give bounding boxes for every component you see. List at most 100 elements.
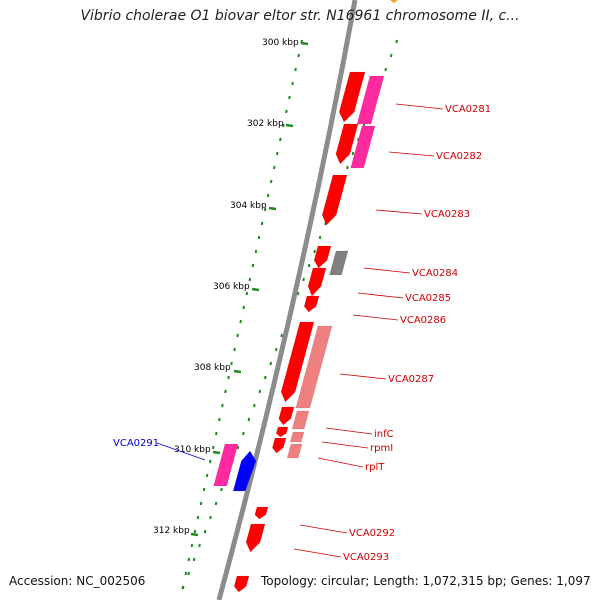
vca0281-pair-gene-feature[interactable] [356, 75, 385, 125]
tick-dot [318, 235, 322, 240]
kbp-tick [190, 532, 199, 537]
tick-dot [208, 459, 212, 464]
vca0291-gene-feature[interactable] [213, 443, 239, 487]
rplt-gene-feature[interactable] [272, 437, 287, 454]
vca0287-gene-feature[interactable] [280, 321, 315, 403]
tick-dot [274, 347, 278, 352]
map-title: Vibrio cholerae O1 biovar eltor str. N16… [80, 8, 520, 24]
gene-label-vca0283[interactable]: VCA0283 [424, 209, 470, 220]
bottom-partial-gene-feature[interactable] [233, 575, 250, 593]
tick-dot [276, 151, 279, 156]
tick-dot [239, 319, 242, 324]
tick-dot [288, 95, 291, 100]
label-leader-line [375, 209, 423, 215]
vca0287-pair-gene-feature[interactable] [295, 325, 333, 409]
tick-dot [227, 375, 230, 380]
tick-dot [247, 417, 251, 422]
vca0292-gene-feature[interactable] [254, 506, 269, 520]
tick-dot [307, 263, 311, 268]
tick-dot [205, 473, 209, 478]
tick-dot [346, 165, 349, 170]
vca0284-pair-gene-feature[interactable] [329, 250, 349, 276]
tick-dot [279, 137, 282, 142]
kbp-tick [212, 450, 221, 455]
label-leader-line [293, 548, 342, 558]
rpmi-gene-feature[interactable] [275, 426, 289, 438]
tick-dot [187, 557, 191, 562]
tick-dot [221, 403, 224, 408]
accession-text: Accession: NC_002506 [9, 574, 146, 588]
tick-dot [395, 39, 398, 44]
infc-pair-gene-feature[interactable] [291, 410, 310, 430]
tick-dot [285, 109, 288, 114]
tick-dot [190, 543, 194, 548]
tick-dot [245, 291, 249, 296]
kbp-tick [300, 41, 309, 46]
label-leader-line [363, 267, 411, 274]
kbp-tick [251, 287, 260, 292]
vca0282-gene-feature[interactable] [335, 123, 359, 165]
gene-label-rpmi[interactable]: rpmI [370, 443, 393, 454]
tick-dot [313, 249, 316, 254]
label-leader-line [357, 292, 404, 299]
kbp-label: 312 kbp [153, 526, 190, 536]
label-leader-line [325, 427, 373, 435]
gene-label-vca0282[interactable]: VCA0282 [436, 151, 482, 162]
tick-dot [257, 235, 261, 240]
vca0285-gene-feature[interactable] [307, 267, 327, 297]
vca0286-gene-feature[interactable] [303, 295, 320, 313]
tick-dot [181, 585, 185, 590]
topology-stats-text: Topology: circular; Length: 1,072,315 bp… [261, 574, 591, 588]
tick-dot [215, 431, 218, 436]
gene-label-vca0286[interactable]: VCA0286 [400, 315, 446, 326]
orange-marker [390, 0, 398, 3]
tick-dot [248, 277, 252, 282]
tick-dot [266, 193, 270, 198]
label-leader-line [299, 524, 348, 534]
chromosome-backbone [216, 0, 358, 601]
tick-dot [233, 347, 236, 352]
tick-dot [302, 277, 305, 282]
gene-label-vca0284[interactable]: VCA0284 [412, 268, 458, 279]
infc-gene-feature[interactable] [278, 406, 295, 426]
gene-labels: VCA0281 VCA0282 VCA0283 VCA0284 VCA0285 VCA02… [113, 103, 491, 563]
tick-dot [193, 529, 197, 534]
gene-label-infc[interactable]: infC [374, 429, 394, 440]
vca0281-gene-feature[interactable] [338, 71, 366, 123]
kbp-tick [285, 123, 294, 128]
tick-dot [258, 389, 262, 394]
gene-label-vca0281[interactable]: VCA0281 [445, 104, 491, 115]
rplt-pair-gene-feature[interactable] [286, 443, 303, 459]
kbp-tick [268, 206, 277, 211]
kbp-label: 310 kbp [174, 445, 211, 455]
tick-dot [236, 333, 239, 338]
tick-dot [187, 571, 190, 576]
gene-label-vca0293[interactable]: VCA0293 [343, 552, 389, 563]
vca0284-gene-feature[interactable] [313, 245, 332, 269]
tick-dot [218, 417, 221, 422]
tick-dot [384, 67, 388, 72]
kbp-label: 304 kbp [230, 201, 267, 211]
gene-label-vca0292[interactable]: VCA0292 [349, 528, 395, 539]
vca0283-gene-feature[interactable] [321, 174, 348, 226]
tick-dot [251, 263, 255, 268]
tick-dot [196, 515, 200, 520]
tick-dot [253, 403, 256, 408]
gene-label-vca0291[interactable]: VCA0291 [113, 438, 159, 449]
tick-dot [209, 515, 212, 520]
vca0293-gene-feature[interactable] [245, 523, 266, 553]
tick-dot [272, 165, 276, 170]
vca0282-pair-gene-feature[interactable] [350, 125, 376, 169]
tick-dot [294, 67, 297, 72]
tick-dot [214, 501, 218, 506]
tick-dot [230, 361, 233, 366]
tick-dot [297, 53, 300, 58]
gene-label-rplt[interactable]: rplT [365, 462, 385, 473]
gene-label-vca0285[interactable]: VCA0285 [405, 293, 451, 304]
tick-dot [236, 445, 240, 450]
vca0291-pair-gene-feature[interactable] [232, 450, 257, 492]
gene-label-vca0287[interactable]: VCA0287 [388, 374, 434, 385]
rpmi-pair-gene-feature[interactable] [289, 431, 305, 443]
